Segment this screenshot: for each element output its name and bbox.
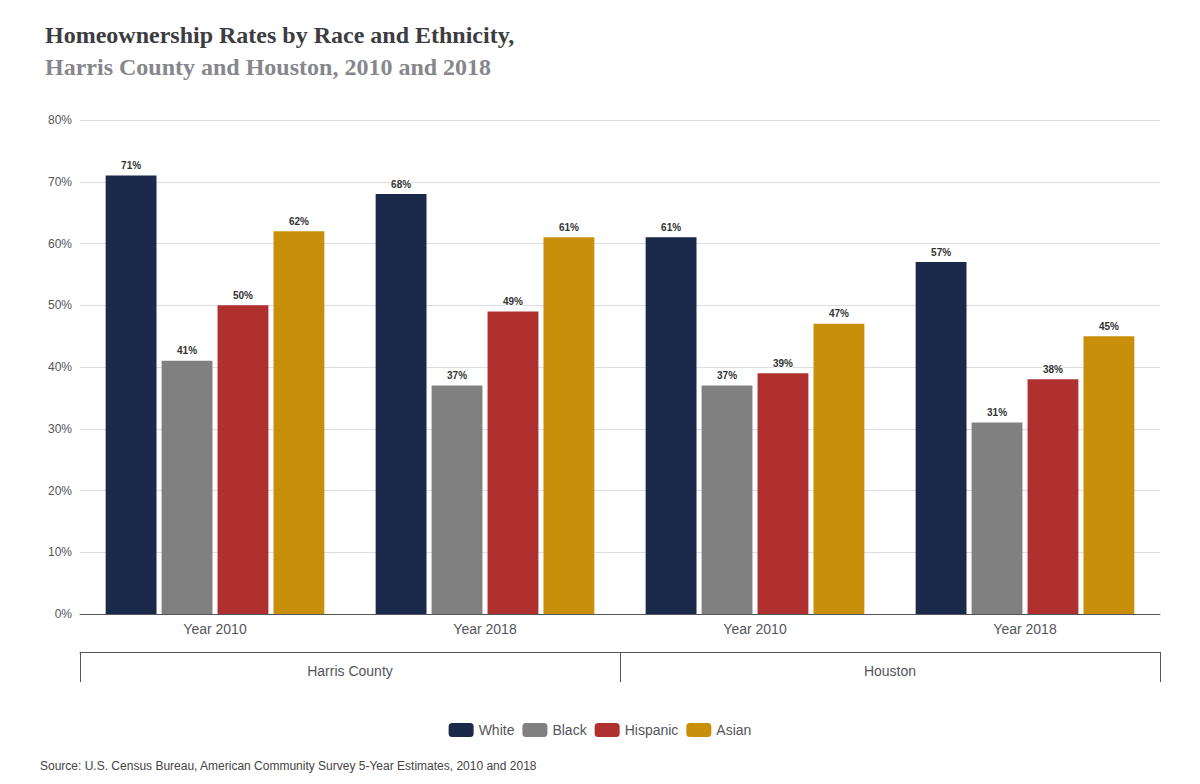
svg-text:38%: 38% bbox=[1043, 364, 1063, 375]
svg-text:70%: 70% bbox=[48, 175, 72, 189]
svg-text:Harris County: Harris County bbox=[307, 663, 393, 679]
svg-text:Year 2018: Year 2018 bbox=[453, 621, 517, 637]
svg-text:60%: 60% bbox=[48, 237, 72, 251]
svg-text:Asian: Asian bbox=[716, 722, 751, 738]
svg-text:61%: 61% bbox=[661, 222, 681, 233]
svg-text:39%: 39% bbox=[773, 358, 793, 369]
svg-text:49%: 49% bbox=[503, 296, 523, 307]
svg-text:Harris County and Houston, 201: Harris County and Houston, 2010 and 2018 bbox=[45, 54, 491, 80]
svg-text:37%: 37% bbox=[447, 370, 467, 381]
svg-text:Hispanic: Hispanic bbox=[625, 722, 679, 738]
svg-text:47%: 47% bbox=[829, 308, 849, 319]
svg-text:45%: 45% bbox=[1099, 321, 1119, 332]
svg-text:40%: 40% bbox=[48, 360, 72, 374]
svg-text:30%: 30% bbox=[48, 422, 72, 436]
svg-text:68%: 68% bbox=[391, 179, 411, 190]
svg-text:57%: 57% bbox=[931, 247, 951, 258]
svg-text:Source: U.S. Census Bureau, Am: Source: U.S. Census Bureau, American Com… bbox=[40, 759, 537, 773]
svg-text:41%: 41% bbox=[177, 345, 197, 356]
svg-text:61%: 61% bbox=[559, 222, 579, 233]
svg-text:71%: 71% bbox=[121, 160, 141, 171]
svg-text:Black: Black bbox=[552, 722, 587, 738]
svg-text:50%: 50% bbox=[233, 290, 253, 301]
svg-text:Houston: Houston bbox=[864, 663, 916, 679]
svg-text:Year 2010: Year 2010 bbox=[183, 621, 247, 637]
svg-text:62%: 62% bbox=[289, 216, 309, 227]
svg-text:Year 2010: Year 2010 bbox=[723, 621, 787, 637]
svg-text:0%: 0% bbox=[55, 607, 73, 621]
svg-text:Year 2018: Year 2018 bbox=[993, 621, 1057, 637]
svg-text:White: White bbox=[479, 722, 515, 738]
svg-text:20%: 20% bbox=[48, 484, 72, 498]
svg-text:31%: 31% bbox=[987, 407, 1007, 418]
svg-text:80%: 80% bbox=[48, 113, 72, 127]
svg-text:37%: 37% bbox=[717, 370, 737, 381]
svg-text:10%: 10% bbox=[48, 545, 72, 559]
svg-text:50%: 50% bbox=[48, 298, 72, 312]
svg-text:Homeownership Rates by Race an: Homeownership Rates by Race and Ethnicit… bbox=[45, 22, 514, 48]
